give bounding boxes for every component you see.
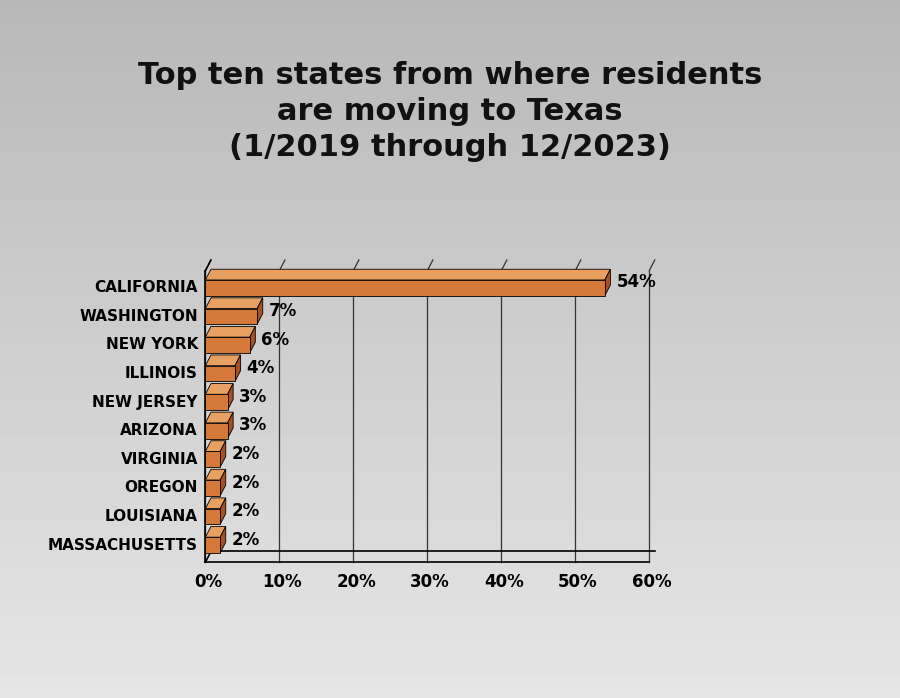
Polygon shape [605, 269, 610, 296]
Polygon shape [205, 280, 605, 296]
Text: 3%: 3% [239, 388, 267, 406]
Text: 60%: 60% [632, 572, 671, 591]
Polygon shape [205, 469, 226, 480]
Text: 40%: 40% [484, 572, 524, 591]
Polygon shape [220, 498, 226, 524]
Polygon shape [228, 412, 233, 438]
Polygon shape [205, 355, 240, 366]
Text: LOUISIANA: LOUISIANA [105, 509, 198, 524]
Polygon shape [205, 412, 233, 423]
Text: 2%: 2% [231, 530, 260, 549]
Polygon shape [205, 337, 250, 353]
Polygon shape [205, 309, 257, 325]
Polygon shape [205, 537, 220, 553]
Polygon shape [205, 384, 233, 394]
Polygon shape [205, 452, 220, 467]
Text: 4%: 4% [247, 359, 274, 377]
Text: 7%: 7% [268, 302, 297, 320]
Polygon shape [220, 469, 226, 496]
Text: 2%: 2% [231, 502, 260, 520]
Polygon shape [205, 298, 263, 309]
Polygon shape [205, 526, 226, 537]
Text: 6%: 6% [261, 331, 290, 348]
Text: ARIZONA: ARIZONA [121, 423, 198, 438]
Polygon shape [228, 384, 233, 410]
Text: WASHINGTON: WASHINGTON [79, 309, 198, 324]
Text: 10%: 10% [262, 572, 302, 591]
Polygon shape [205, 366, 235, 381]
Polygon shape [205, 440, 226, 452]
Polygon shape [250, 327, 256, 353]
Text: OREGON: OREGON [124, 480, 198, 496]
Text: NEW YORK: NEW YORK [105, 338, 198, 352]
Polygon shape [205, 498, 226, 509]
Polygon shape [205, 480, 220, 496]
Text: 2%: 2% [231, 473, 260, 491]
Text: NEW JERSEY: NEW JERSEY [93, 394, 198, 410]
Text: 2%: 2% [231, 445, 260, 463]
Text: ILLINOIS: ILLINOIS [125, 366, 198, 381]
Text: 30%: 30% [410, 572, 450, 591]
Text: 50%: 50% [558, 572, 598, 591]
Text: 54%: 54% [616, 274, 656, 292]
Text: 3%: 3% [239, 417, 267, 434]
Polygon shape [205, 269, 610, 280]
Polygon shape [220, 526, 226, 553]
Polygon shape [205, 423, 228, 438]
Text: MASSACHUSETTS: MASSACHUSETTS [48, 537, 198, 553]
Polygon shape [205, 327, 256, 337]
Polygon shape [220, 440, 226, 467]
Text: 20%: 20% [337, 572, 376, 591]
Polygon shape [205, 394, 228, 410]
Polygon shape [205, 509, 220, 524]
Text: VIRGINIA: VIRGINIA [121, 452, 198, 467]
Text: CALIFORNIA: CALIFORNIA [94, 281, 198, 295]
Text: Top ten states from where residents
are moving to Texas
(1/2019 through 12/2023): Top ten states from where residents are … [138, 61, 762, 162]
Polygon shape [257, 298, 263, 325]
Polygon shape [235, 355, 240, 381]
Text: 0%: 0% [194, 572, 222, 591]
